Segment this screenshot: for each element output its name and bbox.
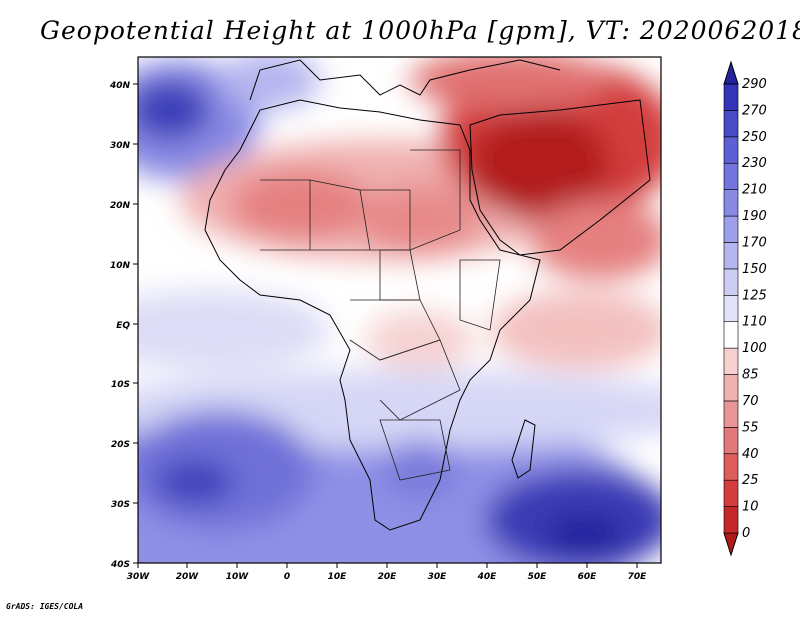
colorbar-label: 70 — [742, 394, 759, 409]
colorbar-swatch — [723, 215, 739, 243]
lon-label-10e: 10E — [328, 572, 348, 582]
colorbar-swatch — [723, 83, 739, 111]
africa-coastline — [204, 99, 541, 531]
colorbar-swatch — [723, 506, 739, 534]
colorbar-swatch — [723, 321, 739, 349]
lat-label-20s: 20S — [111, 440, 130, 450]
lat-label-20n: 20N — [110, 201, 131, 211]
lon-label-70e: 70E — [628, 572, 648, 582]
colorbar-swatch — [723, 427, 739, 455]
footer-credit: GrADS: IGES/COLA — [6, 602, 84, 611]
lon-label-60e: 60E — [578, 572, 598, 582]
colorbar-swatch — [723, 400, 739, 428]
lat-label-30n: 30N — [110, 141, 131, 151]
colorbar-label: 40 — [742, 447, 759, 462]
colorbar-label: 10 — [742, 500, 759, 515]
coastlines — [204, 59, 651, 531]
plot-frame — [137, 56, 662, 564]
colorbar — [723, 60, 739, 557]
lon-label-30w: 30W — [127, 572, 151, 582]
lon-label-20e: 20E — [378, 572, 398, 582]
colorbar-swatch — [723, 110, 739, 138]
borders — [260, 149, 501, 481]
colorbar-swatch — [723, 242, 739, 270]
lon-label-20w: 20W — [176, 572, 200, 582]
colorbar-label: 270 — [742, 103, 767, 118]
lon-label-10w: 10W — [226, 572, 250, 582]
colorbar-swatch — [723, 479, 739, 507]
colorbar-label: 55 — [742, 420, 759, 435]
colorbar-label: 85 — [742, 368, 759, 383]
lon-label-30e: 30E — [428, 572, 448, 582]
colorbar-label: 110 — [742, 315, 767, 330]
map-title: Geopotential Height at 1000hPa [gpm], VT… — [40, 16, 800, 45]
colorbar-label: 250 — [742, 130, 767, 145]
arabia-coastline — [469, 99, 651, 256]
lon-label-0: 0 — [284, 572, 290, 582]
colorbar-max-arrow — [723, 60, 739, 85]
colorbar-swatch — [723, 453, 739, 481]
colorbar-label: 25 — [742, 473, 759, 488]
colorbar-label: 230 — [742, 156, 767, 171]
colorbar-min-arrow — [723, 532, 739, 557]
lat-label-40s: 40S — [110, 560, 130, 570]
colorbar-swatch — [723, 294, 739, 323]
colorbar-swatch — [723, 374, 739, 402]
colorbar-label: 0 — [742, 526, 750, 541]
lat-label-10s: 10S — [111, 380, 130, 390]
colorbar-label: 170 — [742, 235, 767, 250]
axis-ticks — [133, 83, 638, 568]
colorbar-swatch — [723, 347, 739, 375]
colorbar-swatch — [723, 189, 739, 217]
europe-coastline — [249, 59, 561, 101]
colorbar-label: 150 — [742, 262, 767, 277]
colorbar-label: 290 — [742, 77, 767, 92]
lat-label-40n: 40N — [109, 81, 131, 91]
madagascar-coastline — [511, 419, 536, 479]
colorbar-label: 125 — [742, 288, 767, 303]
colorbar-swatch — [723, 136, 739, 164]
lat-label-eq: EQ — [116, 321, 130, 331]
colorbar-label: 100 — [742, 341, 767, 356]
colorbar-labels: 2902702502302101901701501251101008570554… — [742, 77, 767, 541]
colorbar-swatch — [723, 162, 739, 190]
colorbar-label: 210 — [742, 183, 767, 198]
height-field — [138, 57, 661, 563]
colorbar-label: 190 — [742, 209, 767, 224]
colorbar-swatch — [723, 268, 739, 296]
lon-label-50e: 50E — [528, 572, 548, 582]
lon-label-40e: 40E — [477, 572, 498, 582]
lat-label-10n: 10N — [110, 261, 131, 271]
lat-label-30s: 30S — [111, 500, 130, 510]
